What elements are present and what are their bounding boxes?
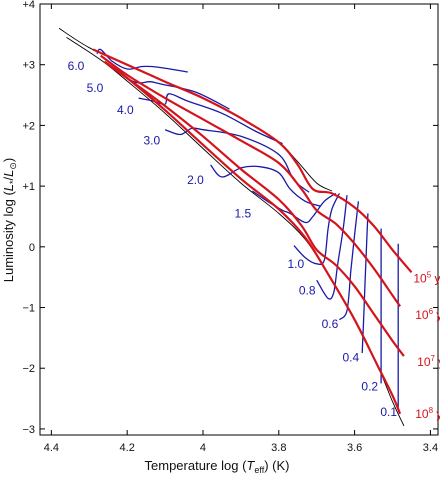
track-line-6.0: [96, 48, 188, 73]
x-tick-label: 4.2: [120, 442, 135, 454]
y-tick-label: −3: [22, 424, 35, 436]
y-tick-label: +1: [22, 181, 35, 193]
isochrone-line: [92, 48, 413, 274]
mass-label: 4.0: [117, 103, 134, 117]
track-line-1.5: [251, 190, 337, 224]
zams-line: [66, 37, 405, 427]
mass-label: 0.8: [299, 284, 316, 298]
age-label: 105 yr: [413, 270, 440, 285]
isochrone-line: [107, 63, 405, 357]
x-tick-label: 4: [200, 442, 206, 454]
track-line-0.6: [338, 201, 360, 321]
y-axis-title: Luminosity log (L*/L⊙): [1, 158, 18, 283]
track-line-2.0: [210, 164, 321, 207]
age-label: 108 yr: [415, 406, 440, 421]
y-tick-label: +4: [22, 0, 35, 11]
mass-label: 0.2: [361, 379, 378, 393]
x-tick-label: 3.4: [423, 442, 438, 454]
x-tick-label: 3.8: [271, 442, 286, 454]
axis-ticks: 4.4 4.2 4 3.8 3.6 3.4 +4 +3 +2 +1 0 −1 −2 −3: [22, 0, 438, 454]
mass-label: 0.1: [380, 405, 397, 419]
mass-label: 0.4: [342, 350, 359, 364]
mass-label: 2.0: [187, 173, 204, 187]
track-line-1.0: [293, 193, 340, 266]
track-line-0.4: [361, 213, 369, 354]
isochrone-line: [103, 60, 402, 415]
age-label: 106 yr: [415, 307, 440, 322]
mass-label: 3.0: [143, 134, 160, 148]
mass-label: 0.6: [322, 317, 339, 331]
mass-label: 1.0: [288, 257, 305, 271]
x-tick-label: 3.6: [347, 442, 362, 454]
mass-label: 5.0: [87, 81, 104, 95]
y-tick-label: −2: [22, 363, 35, 375]
isochrone-line: [99, 54, 401, 307]
chart-labels: 6.05.0 4.0 3.0 2.0 1.5 1.0 0.8 0.6 0.4 0.20.1 105 …: [68, 59, 440, 421]
y-tick-label: +2: [22, 120, 35, 132]
mass-label: 1.5: [234, 206, 251, 220]
y-tick-label: +3: [22, 60, 35, 72]
y-tick-label: 0: [29, 242, 35, 254]
x-axis-title: Temperature log (Teff) (K): [145, 458, 290, 475]
plot-frame: [39, 3, 439, 436]
track-line-0.8: [316, 195, 348, 300]
y-tick-label: −1: [22, 303, 35, 315]
chart-lines: [58, 27, 413, 427]
mass-label: 6.0: [68, 59, 85, 73]
age-label: 107 yr: [417, 354, 440, 369]
x-tick-label: 4.4: [44, 442, 59, 454]
